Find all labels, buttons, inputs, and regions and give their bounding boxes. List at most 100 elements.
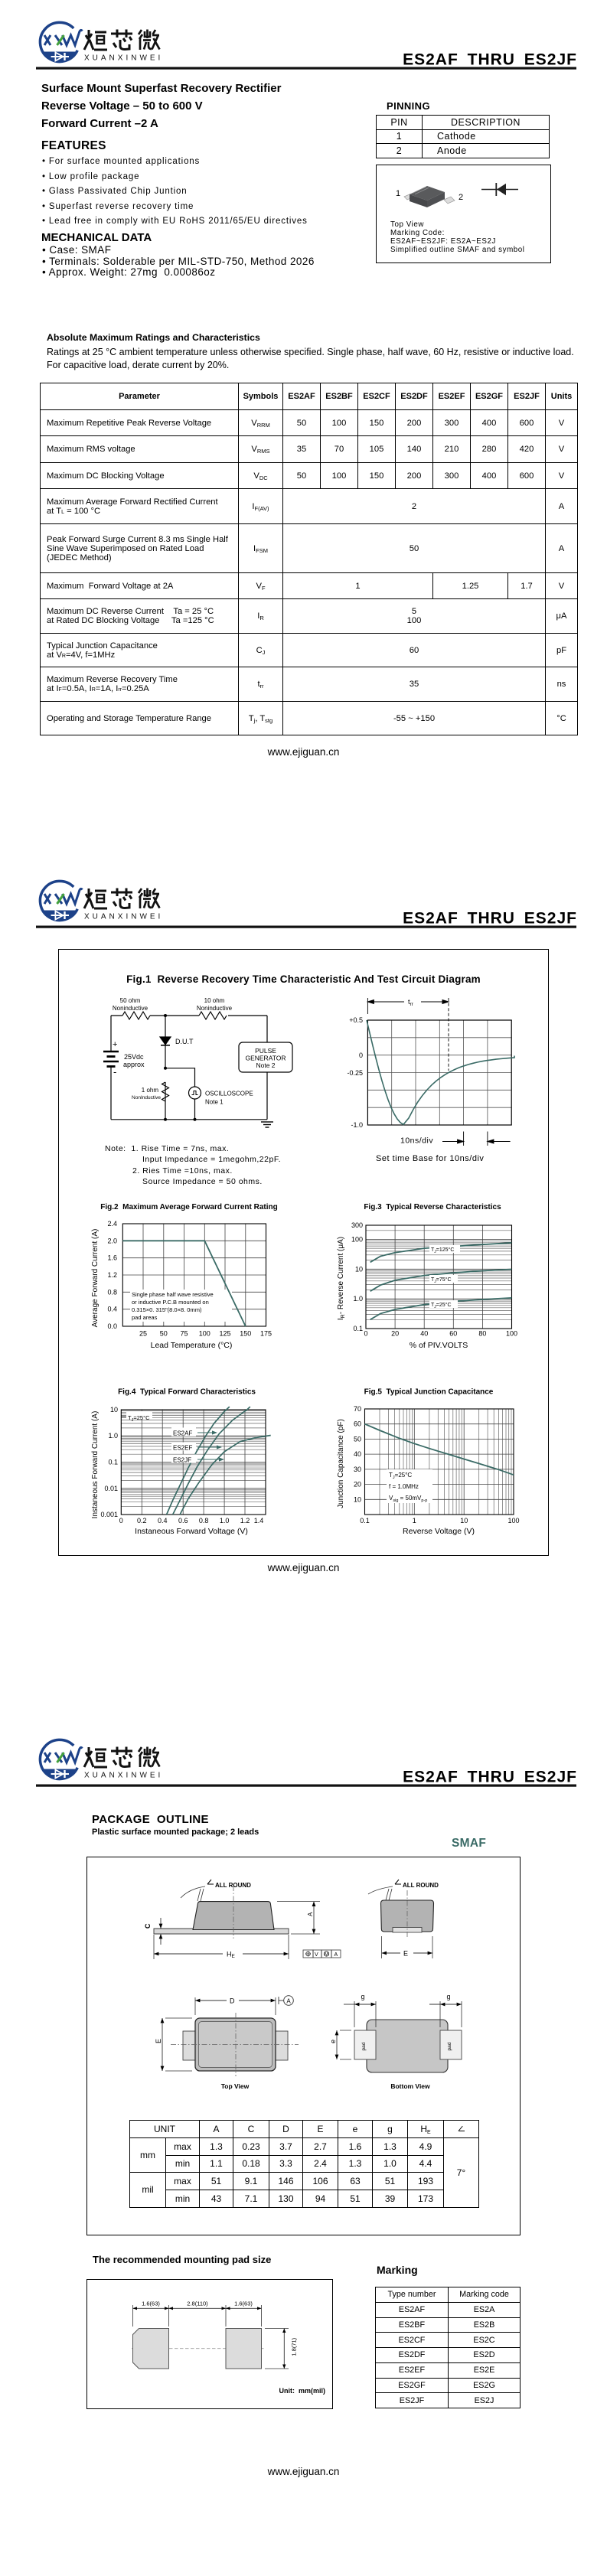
svg-text:Average Forward Current (A): Average Forward Current (A) [91,1229,100,1328]
svg-text:Unit: mm(mil): Unit: mm(mil) [279,2387,326,2395]
svg-text:% of PIV.VOLTS: % of PIV.VOLTS [410,1341,468,1350]
svg-text:Vsig = 50mVp-p: Vsig = 50mVp-p [389,1495,427,1503]
svg-text:Note 1: Note 1 [205,1099,224,1106]
svg-text:ALL ROUND: ALL ROUND [215,1882,251,1889]
svg-text:0.0: 0.0 [107,1322,117,1330]
svg-text:Fig.5 Typical Junction Capaci: Fig.5 Typical Junction Capacitance [364,1388,494,1397]
svg-text:1.6: 1.6 [107,1254,117,1262]
svg-text:0.1: 0.1 [360,1517,370,1524]
svg-text:1.6(63): 1.6(63) [142,2300,160,2307]
svg-text:0.315×0. 315"(8.0×8. 0mm): 0.315×0. 315"(8.0×8. 0mm) [132,1306,202,1313]
svg-text:approx: approx [123,1061,145,1068]
svg-text:-0.25: -0.25 [347,1069,363,1077]
svg-text:20: 20 [354,1481,361,1489]
svg-text:100: 100 [506,1330,517,1338]
svg-text:80: 80 [478,1330,486,1338]
svg-text:25: 25 [139,1330,147,1338]
svg-text:0: 0 [364,1330,367,1338]
svg-text:ALL ROUND: ALL ROUND [403,1882,439,1889]
svg-text:OSCILLOSCOPE: OSCILLOSCOPE [205,1091,253,1097]
svg-text:ES2JF: ES2JF [173,1457,191,1464]
svg-text:Junction Capacitance (pF): Junction Capacitance (pF) [337,1419,345,1508]
svg-text:1.0: 1.0 [353,1295,363,1303]
svg-text:PULSE: PULSE [255,1047,276,1055]
svg-text:60: 60 [354,1420,361,1428]
svg-text:0.01: 0.01 [104,1485,118,1492]
svg-text:1: 1 [413,1517,416,1524]
svg-text:50: 50 [160,1330,168,1338]
svg-text:100: 100 [507,1517,519,1524]
svg-text:1.2: 1.2 [240,1517,250,1524]
svg-text:10: 10 [110,1406,118,1414]
svg-text:1.2: 1.2 [107,1271,117,1279]
svg-text:2.4: 2.4 [107,1220,117,1228]
svg-text:g: g [361,1993,364,2000]
svg-text:Fig.2 Maximum Average Forward: Fig.2 Maximum Average Forward Current Ra… [100,1203,278,1211]
svg-text:300: 300 [351,1221,363,1229]
svg-text:10ns/div: 10ns/div [400,1136,433,1146]
svg-text:pad: pad [447,2042,452,2050]
svg-text:pad areas: pad areas [132,1314,158,1321]
svg-text:V: V [315,1952,318,1958]
svg-text:g: g [446,1993,450,2000]
svg-text:125: 125 [219,1330,230,1338]
svg-text:0.4: 0.4 [158,1517,168,1524]
svg-text:0.8: 0.8 [107,1288,117,1296]
svg-text:Single phase half wave resisti: Single phase half wave resistive [132,1291,214,1298]
svg-text:A: A [286,1997,291,2004]
svg-text:pad: pad [361,2042,367,2050]
svg-text:Instaneous Forward Voltage (V): Instaneous Forward Voltage (V) [135,1527,248,1536]
svg-text:-: - [113,1066,116,1078]
svg-text:Fig.4 Typical Forward Charact: Fig.4 Typical Forward Characteristics [118,1388,256,1397]
svg-text:Lead Temperature (°C): Lead Temperature (°C) [151,1341,233,1350]
svg-text:Instaneous Forward Current (A): Instaneous Forward Current (A) [91,1411,100,1519]
svg-text:2.0: 2.0 [107,1237,117,1244]
svg-text:GENERATOR: GENERATOR [245,1055,286,1062]
svg-text:40: 40 [420,1330,428,1338]
svg-text:Note 2: Note 2 [256,1061,275,1069]
svg-text:f = 1.0MHz: f = 1.0MHz [389,1483,419,1490]
svg-text:10: 10 [355,1265,363,1273]
svg-text:NonInductive: NonInductive [132,1095,161,1101]
svg-text:TJ=25°C: TJ=25°C [128,1414,150,1423]
svg-text:A: A [307,1912,314,1916]
svg-text:0: 0 [119,1517,123,1524]
svg-text:10: 10 [460,1517,468,1524]
svg-text:-1.0: -1.0 [351,1121,363,1129]
svg-text:HE: HE [227,1951,236,1960]
svg-text:Noninductive: Noninductive [113,1005,148,1012]
svg-text:25Vdc: 25Vdc [124,1053,144,1061]
svg-text:70: 70 [354,1405,361,1413]
svg-text:0.1: 0.1 [353,1325,363,1332]
svg-text:0.1: 0.1 [108,1459,118,1466]
svg-text:A: A [335,1952,338,1958]
svg-text:1.6(63): 1.6(63) [234,2300,253,2307]
svg-text:1.0: 1.0 [108,1432,118,1440]
svg-text:0.001: 0.001 [100,1511,118,1518]
svg-text:1.0: 1.0 [220,1517,230,1524]
svg-text:Reverse Voltage (V): Reverse Voltage (V) [403,1527,475,1536]
svg-text:TJ=25°C: TJ=25°C [431,1302,452,1309]
svg-text:E: E [403,1950,408,1958]
svg-text:2.8(110): 2.8(110) [187,2300,208,2307]
svg-text:40: 40 [354,1450,361,1458]
svg-text:IR- Reverse Current (μA): IR- Reverse Current (μA) [337,1237,346,1320]
svg-text:+: + [113,1040,117,1049]
svg-text:D: D [230,1997,235,2005]
svg-text:E: E [155,2039,162,2043]
svg-text:TJ=25°C: TJ=25°C [389,1472,412,1480]
svg-text:1 ohm: 1 ohm [142,1087,159,1094]
svg-text:175: 175 [260,1330,272,1338]
svg-text:C: C [144,1923,152,1929]
svg-text:0.8: 0.8 [199,1517,209,1524]
svg-text:e: e [329,2040,337,2043]
svg-text:50 ohm: 50 ohm [120,997,141,1004]
svg-text:M: M [325,1953,328,1958]
svg-text:TJ=75°C: TJ=75°C [431,1277,452,1284]
svg-text:0.2: 0.2 [137,1517,147,1524]
svg-text:1.4: 1.4 [254,1517,264,1524]
svg-text:Bottom View: Bottom View [390,2082,430,2090]
svg-text:ES2AF: ES2AF [173,1430,192,1437]
svg-text:Noninductive: Noninductive [197,1005,233,1012]
svg-text:TJ=125°C: TJ=125°C [431,1247,454,1254]
